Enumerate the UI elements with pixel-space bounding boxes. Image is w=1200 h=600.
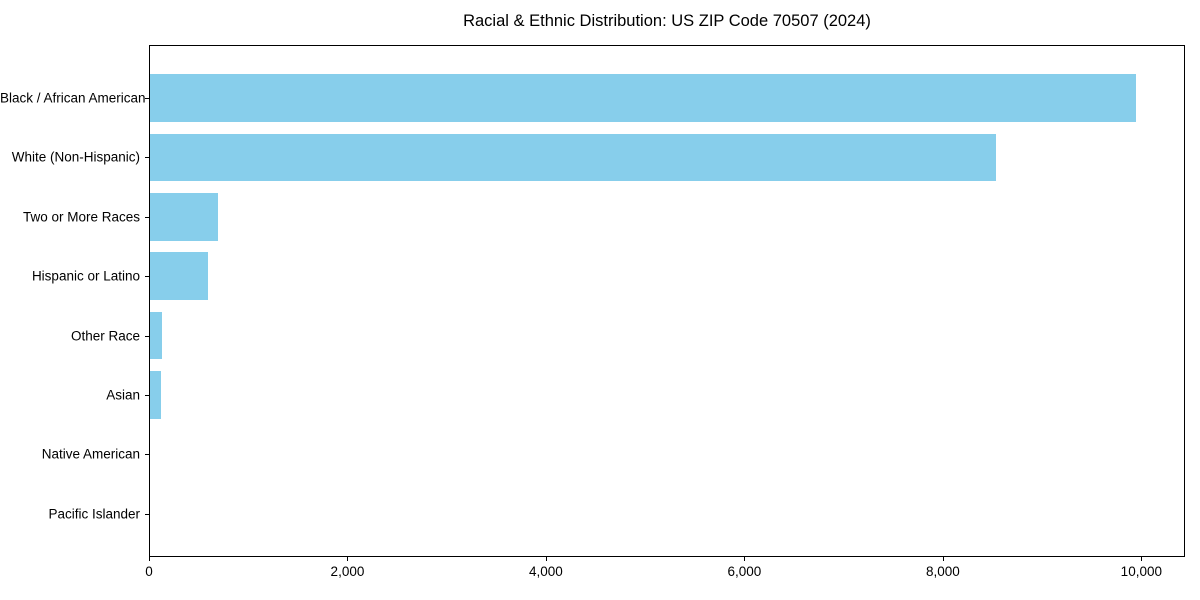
bar-asian (150, 371, 161, 419)
y-axis-category-label: Two or More Races (22, 209, 140, 225)
x-axis-tick-label: 4,000 (529, 564, 563, 579)
x-axis-tick-label: 2,000 (330, 564, 365, 579)
y-axis-category-label: Black / African American (0, 90, 146, 106)
bar-two-or-more-races (150, 193, 218, 241)
y-axis-tick (145, 98, 149, 99)
y-axis-category-label: Asian (106, 387, 140, 403)
y-axis-tick (145, 513, 149, 515)
x-axis-tick (1141, 557, 1143, 561)
y-axis-category-label: Native American (41, 446, 140, 462)
x-axis-tick (347, 557, 349, 561)
y-axis-tick (145, 395, 149, 396)
chart-title: Racial & Ethnic Distribution: US ZIP Cod… (463, 12, 871, 30)
bar-white-non-hispanic (150, 133, 997, 182)
bar-other-race (150, 311, 162, 360)
y-axis-category-label: Hispanic or Latino (31, 268, 140, 284)
x-axis-tick (149, 557, 150, 561)
x-axis-tick (942, 557, 944, 561)
y-axis-tick (145, 335, 149, 337)
bar-hispanic-or-latino (150, 252, 209, 300)
y-axis-tick (145, 216, 149, 218)
x-axis-tick (545, 557, 547, 561)
y-axis-tick (145, 454, 149, 456)
y-axis-tick (145, 157, 149, 159)
x-axis-tick-label: 0 (145, 564, 153, 579)
x-axis-tick-label: 10,000 (1120, 564, 1162, 579)
x-axis-tick-label: 8,000 (925, 564, 960, 579)
x-axis-tick-label: 6,000 (727, 564, 762, 579)
y-axis-category-label: White (Non-Hispanic) (11, 149, 140, 165)
bar-black-african-american (150, 74, 1137, 122)
y-axis-category-label: Other Race (70, 328, 140, 344)
x-axis-tick (744, 557, 746, 561)
y-axis-category-label: Pacific Islander (48, 506, 140, 522)
plot-area (149, 45, 1185, 557)
y-axis-tick (145, 276, 149, 278)
